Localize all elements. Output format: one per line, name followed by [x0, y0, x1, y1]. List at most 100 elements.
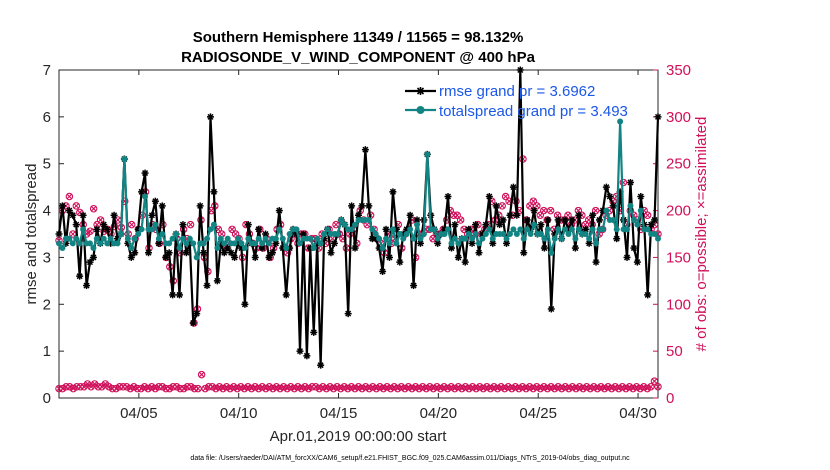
obs-assimilated-marker [462, 383, 469, 390]
obs-possible-marker [290, 384, 299, 393]
rmse-point [224, 244, 232, 252]
totalspread-point [396, 231, 403, 237]
totalspread-point [630, 216, 637, 223]
rmse-point [220, 249, 228, 257]
obs-possible-marker [579, 384, 587, 393]
rmse-point [461, 258, 469, 266]
obs-assimilated-marker [90, 205, 97, 212]
totalspread-point [148, 226, 155, 233]
rmse-point [637, 193, 645, 201]
totalspread-point [193, 254, 200, 261]
obs-assimilated-marker [298, 385, 305, 392]
obs-assimilated-marker [94, 221, 100, 228]
rmse-point [379, 267, 387, 275]
totalspread-point [455, 240, 462, 247]
obs-possible-marker [465, 384, 473, 393]
obs-assimilated-marker [401, 385, 408, 392]
obs-possible-marker [561, 383, 570, 391]
rmse-point [165, 249, 173, 257]
obs-assimilated-marker [605, 383, 611, 390]
obs-assimilated-marker [633, 383, 640, 390]
rmse-point [103, 225, 111, 233]
obs-assimilated-marker [334, 383, 340, 390]
rmse-point [365, 202, 373, 210]
obs-assimilated-marker [601, 385, 608, 392]
obs-possible-marker [105, 383, 113, 391]
obs-possible-marker [500, 384, 509, 393]
obs-assimilated-marker [284, 385, 291, 392]
totalspread-point [527, 231, 534, 237]
obs-possible-marker [201, 384, 209, 393]
obs-possible-marker [604, 383, 612, 391]
obs-assimilated-marker [419, 383, 426, 390]
obs-possible-marker [212, 384, 220, 393]
obs-assimilated-marker [491, 383, 497, 390]
obs-possible-marker [650, 377, 659, 385]
obs-assimilated-marker [123, 383, 130, 390]
obs-possible-marker [415, 384, 423, 393]
obs-assimilated-marker [554, 212, 561, 219]
obs-possible-marker [354, 383, 363, 391]
obs-possible-marker [351, 384, 359, 393]
rmse-point [275, 207, 283, 215]
rmse-point [76, 272, 84, 280]
rmse-point [568, 216, 576, 224]
obs-assimilated-marker [494, 385, 501, 392]
obs-assimilated-marker [461, 226, 467, 233]
obs-possible-marker [251, 383, 259, 391]
y-axis-left: 0 1 2 3 4 5 6 7 [43, 62, 64, 407]
totalspread-point [307, 235, 314, 242]
rmse-point [151, 197, 159, 205]
obs-possible-marker [228, 225, 236, 234]
obs-assimilated-marker [277, 385, 283, 392]
y-right-tick-label: 200 [666, 203, 691, 220]
rmse-point [499, 216, 507, 224]
obs-possible-marker [244, 383, 252, 391]
obs-assimilated-marker [448, 383, 455, 390]
rmse-point [93, 225, 101, 233]
rmse-point [303, 352, 311, 360]
totalspread-point [183, 240, 190, 247]
obs-assimilated-marker [473, 385, 480, 392]
obs-assimilated-marker [655, 383, 661, 390]
totalspread-point [451, 235, 458, 242]
totalspread-point [100, 235, 107, 242]
totalspread-point [489, 235, 496, 242]
obs-assimilated-marker [152, 385, 159, 392]
obs-possible-marker [536, 384, 545, 393]
totalspread-point [617, 118, 624, 125]
obs-possible-marker [575, 383, 584, 391]
obs-assimilated-marker [441, 383, 447, 390]
rmse-point [475, 249, 483, 257]
rmse-point [396, 258, 404, 266]
rmse-point [317, 361, 325, 369]
rmse-point [602, 183, 610, 191]
totalspread-point [204, 235, 211, 242]
totalspread-point [238, 240, 245, 247]
totalspread-point [586, 235, 593, 242]
obs-assimilated-marker [608, 385, 615, 392]
totalspread-point [424, 151, 431, 158]
obs-possible-marker [525, 383, 534, 391]
obs-possible-marker [546, 206, 555, 215]
obs-assimilated-marker [287, 383, 294, 390]
obs-assimilated-marker [555, 383, 562, 390]
totalspread-point [159, 231, 166, 237]
totalspread-point [603, 207, 610, 214]
obs-assimilated-marker [626, 383, 633, 390]
rmse-point [644, 291, 652, 299]
obs-assimilated-marker [530, 385, 537, 392]
totalspread-point [417, 235, 424, 242]
rmse-point [623, 253, 631, 261]
obs-possible-marker [543, 384, 552, 393]
totalspread-point [283, 245, 290, 252]
obs-possible-marker [443, 384, 452, 393]
obs-assimilated-marker [501, 385, 508, 392]
obs-assimilated-marker [97, 217, 104, 223]
obs-possible-marker [140, 383, 149, 391]
obs-assimilated-marker [565, 385, 572, 392]
obs-possible-marker [219, 384, 227, 393]
totalspread-point [624, 226, 631, 233]
totalspread-point [386, 240, 393, 247]
rmse-point [162, 253, 170, 261]
